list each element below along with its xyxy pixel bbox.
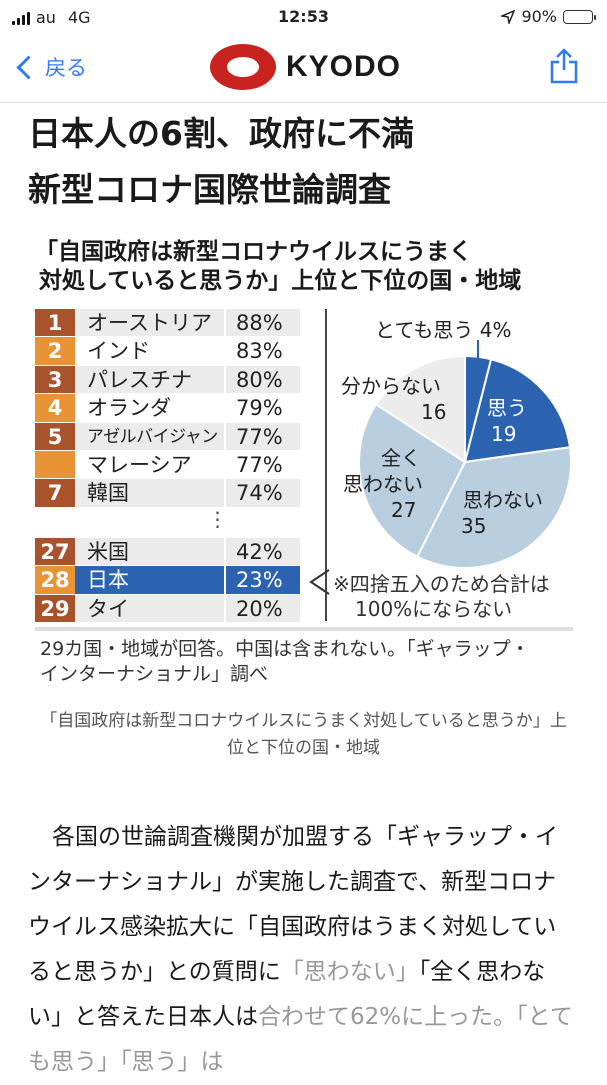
status-bar: au 4G 12:53 90% xyxy=(0,0,607,34)
country-cell: マレーシア xyxy=(75,451,224,480)
country-cell: 韓国 xyxy=(75,479,224,508)
body-text-fade: 合わせて62%に上った。「とても思う」「思う」は xyxy=(28,1004,573,1075)
pie-slice xyxy=(358,402,467,559)
table-row: 29 タイ 20% xyxy=(35,594,300,623)
pie-label-leader xyxy=(477,340,479,362)
rank-cell xyxy=(35,450,75,480)
table-row: 27 米国 42% xyxy=(35,537,300,567)
body-text-main: 各国の世論調査機関が加盟する「ギャラップ・インターナショナル」が実施した調査で、… xyxy=(28,824,558,985)
pie-label-yes-name: 思う xyxy=(487,396,527,420)
body-text-quote: 「思わない」 xyxy=(280,959,419,985)
percent-cell: 77% xyxy=(224,422,300,451)
article-headline: 日本人の6割、政府に不満 新型コロナ国際世論調査 xyxy=(28,106,588,218)
pie-label-no-name: 思わない xyxy=(463,488,543,512)
note-line-2: 100%にならない xyxy=(355,597,513,621)
table-row: 3 パレスチナ 80% xyxy=(35,365,300,395)
pie-label-never-name-1: 全く xyxy=(381,446,421,470)
percent-cell: 77% xyxy=(224,450,300,480)
pie-label-dk-name: 分からない xyxy=(341,374,441,398)
percent-cell: 74% xyxy=(224,479,300,508)
headline-line-2: 新型コロナ国際世論調査 xyxy=(28,170,391,209)
table-ellipsis: ⋮ xyxy=(207,506,228,531)
rounding-note: ※四捨五入のため合計は 100%にならない xyxy=(333,572,583,622)
pie-label-yes-value: 19 xyxy=(491,422,517,446)
headline-line-1: 日本人の6割、政府に不満 xyxy=(28,114,414,153)
country-cell: パレスチナ xyxy=(75,365,224,395)
country-cell: オーストリア xyxy=(75,309,224,338)
back-label: 戻る xyxy=(45,56,87,80)
pie-label-no-value: 35 xyxy=(461,514,487,538)
location-arrow-icon xyxy=(501,9,516,24)
pie-label-never-name-2: 思わない xyxy=(343,472,423,496)
pie-label-very: とても思う 4% xyxy=(375,318,512,342)
navigation-bar: 戻る KYODO xyxy=(0,34,607,103)
percent-cell: 80% xyxy=(224,365,300,395)
percent-cell: 79% xyxy=(224,394,300,423)
battery-icon xyxy=(563,9,596,24)
pie-label-never-value: 27 xyxy=(391,498,417,522)
kyodo-logo-text: KYODO xyxy=(286,50,402,83)
kyodo-logo: KYODO xyxy=(210,44,401,90)
rank-cell: 27 xyxy=(35,537,75,567)
country-cell: タイ xyxy=(75,594,224,623)
table-row: 4 オランダ 79% xyxy=(35,394,300,423)
rank-cell: 7 xyxy=(35,479,75,508)
note-line-1: ※四捨五入のため合計は xyxy=(333,572,550,596)
table-row: マレーシア 77% xyxy=(35,450,300,480)
source-line-1: 29カ国・地域が回答。中国は含まれない。「ギャラップ・ xyxy=(40,638,530,660)
battery-percent: 90% xyxy=(521,7,557,26)
share-icon[interactable] xyxy=(549,48,579,84)
ranking-table: 1 オーストリア 88% 2 インド 83% 3 パレスチナ 80% 4 オラン… xyxy=(35,309,300,623)
figure-title: 「自国政府は新型コロナウイルスにうまく 対処していると思うか」上位と下位の国・地… xyxy=(35,238,573,296)
rank-cell: 3 xyxy=(35,365,75,395)
rank-cell: 29 xyxy=(35,594,75,623)
percent-cell: 23% xyxy=(224,566,300,595)
source-line-2: インターナショナル」調べ xyxy=(40,663,269,685)
country-cell: アゼルバイジャン xyxy=(75,422,224,451)
rank-cell: 1 xyxy=(35,309,75,338)
rank-cell: 5 xyxy=(35,422,75,451)
figure-source: 29カ国・地域が回答。中国は含まれない。「ギャラップ・ インターナショナル」調べ xyxy=(40,637,570,687)
figure-title-line-1: 「自国政府は新型コロナウイルスにうまく xyxy=(35,239,472,265)
survey-figure[interactable]: 「自国政府は新型コロナウイルスにうまく 対処していると思うか」上位と下位の国・地… xyxy=(35,232,573,692)
percent-cell: 83% xyxy=(224,337,300,366)
body-text-mid: 「全く思わない」と答えた日本人は xyxy=(28,959,546,1030)
rank-cell: 28 xyxy=(35,566,75,595)
country-cell: 米国 xyxy=(75,537,224,567)
chevron-left-icon xyxy=(16,54,41,80)
divider-line xyxy=(325,309,327,621)
table-row: 7 韓国 74% xyxy=(35,479,300,508)
pie-chart xyxy=(358,354,572,569)
back-button[interactable]: 戻る xyxy=(14,52,87,82)
article-body: 各国の世論調査機関が加盟する「ギャラップ・インターナショナル」が実施した調査で、… xyxy=(28,815,578,1085)
figure-rule xyxy=(35,627,573,631)
pie-slice xyxy=(463,358,572,464)
pie-slice xyxy=(415,446,572,569)
carrier-label: au xyxy=(36,8,56,27)
network-label: 4G xyxy=(67,8,91,27)
country-cell: オランダ xyxy=(75,394,224,423)
percent-cell: 20% xyxy=(224,594,300,623)
figure-caption: 「自国政府は新型コロナウイルスにうまく対処していると思うか」上位と下位の国・地域 xyxy=(40,711,567,758)
country-cell: インド xyxy=(75,337,224,366)
rank-cell: 4 xyxy=(35,394,75,423)
bracket-pointer xyxy=(309,569,330,595)
rank-cell: 2 xyxy=(35,337,75,366)
kyodo-logo-mark xyxy=(210,44,276,90)
table-row: 2 インド 83% xyxy=(35,337,300,366)
country-cell: 日本 xyxy=(75,566,224,595)
table-row: 5 アゼルバイジャン 77% xyxy=(35,422,300,451)
table-row-highlighted: 28 日本 23% xyxy=(35,566,300,595)
pie-label-dk-value: 16 xyxy=(421,400,447,424)
percent-cell: 88% xyxy=(224,309,300,338)
clock: 12:53 xyxy=(278,7,329,26)
figure-title-line-2: 対処していると思うか」上位と下位の国・地域 xyxy=(39,268,522,294)
table-row: 1 オーストリア 88% xyxy=(35,309,300,338)
percent-cell: 42% xyxy=(224,537,300,567)
signal-icon xyxy=(12,11,30,25)
pie-slice xyxy=(374,354,466,464)
